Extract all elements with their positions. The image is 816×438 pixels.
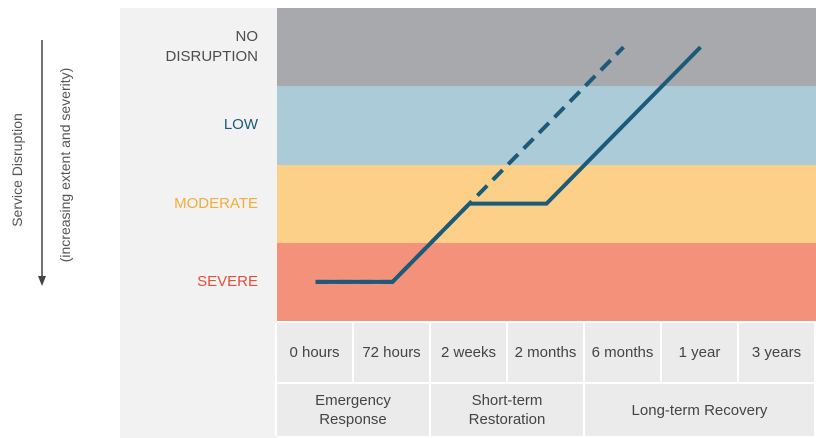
band: [277, 86, 816, 165]
band-label: SEVERE: [197, 272, 258, 290]
time-cell: 2 weeks: [431, 323, 508, 382]
phase-cell: Emergency Response: [277, 384, 431, 436]
band-label: NO DISRUPTION: [165, 28, 258, 66]
phase-corner: [120, 323, 277, 436]
y-axis-sublabel: (increasing extent and severity): [57, 68, 73, 263]
phase-cell: Short-term Restoration: [431, 384, 585, 436]
time-cell: 2 months: [508, 323, 585, 382]
band: [277, 8, 816, 87]
phase-cell: Long-term Recovery: [585, 384, 816, 436]
band: [277, 164, 816, 243]
time-cell: 72 hours: [354, 323, 431, 382]
band: [277, 242, 816, 321]
arrow-head: [38, 276, 46, 286]
y-axis-label: Service Disruption: [9, 113, 25, 227]
time-cell: 0 hours: [277, 323, 354, 382]
band-label: LOW: [223, 116, 258, 134]
band-label: MODERATE: [174, 194, 258, 212]
time-cell: 1 year: [662, 323, 739, 382]
time-cell: 6 months: [585, 323, 662, 382]
time-cell: 3 years: [739, 323, 816, 382]
